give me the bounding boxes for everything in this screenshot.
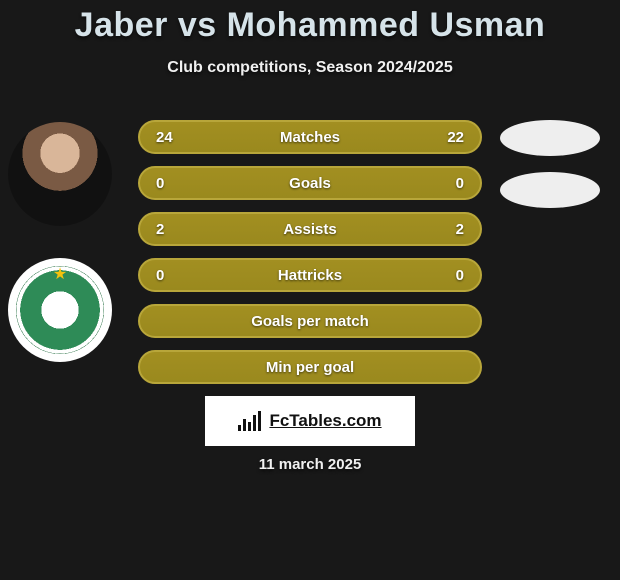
stats-panel: 24 Matches 22 0 Goals 0 2 Assists 2 0 Ha…	[138, 120, 482, 396]
right-placeholder-1	[500, 120, 600, 156]
stat-left-value: 0	[140, 267, 180, 284]
right-placeholder-2	[500, 172, 600, 208]
club-logo: ★	[8, 258, 112, 362]
stat-right-value: 22	[431, 129, 480, 146]
club-logo-star: ★	[53, 264, 67, 284]
stat-label: Matches	[140, 129, 480, 146]
stat-label: Assists	[140, 221, 480, 238]
stat-right-value: 2	[440, 221, 480, 238]
as-of-date: 11 march 2025	[0, 456, 620, 473]
stat-row-goals: 0 Goals 0	[138, 166, 482, 200]
stat-label: Min per goal	[140, 359, 480, 376]
stat-right-value: 0	[440, 175, 480, 192]
stat-row-gpm: Goals per match	[138, 304, 482, 338]
stat-left-value: 24	[140, 129, 189, 146]
player-avatar	[8, 122, 112, 226]
stat-row-matches: 24 Matches 22	[138, 120, 482, 154]
stat-left-value: 2	[140, 221, 180, 238]
stat-label: Goals per match	[140, 313, 480, 330]
stat-right-value: 0	[440, 267, 480, 284]
stat-label: Goals	[140, 175, 480, 192]
stat-row-assists: 2 Assists 2	[138, 212, 482, 246]
stat-label: Hattricks	[140, 267, 480, 284]
subtitle: Club competitions, Season 2024/2025	[0, 59, 620, 77]
brand-text: FcTables.com	[269, 411, 381, 431]
brand-icon	[238, 411, 261, 431]
stat-left-value: 0	[140, 175, 180, 192]
brand-link[interactable]: FcTables.com	[205, 396, 415, 446]
stat-row-hattricks: 0 Hattricks 0	[138, 258, 482, 292]
page-title: Jaber vs Mohammed Usman	[0, 0, 620, 45]
stat-row-mpg: Min per goal	[138, 350, 482, 384]
